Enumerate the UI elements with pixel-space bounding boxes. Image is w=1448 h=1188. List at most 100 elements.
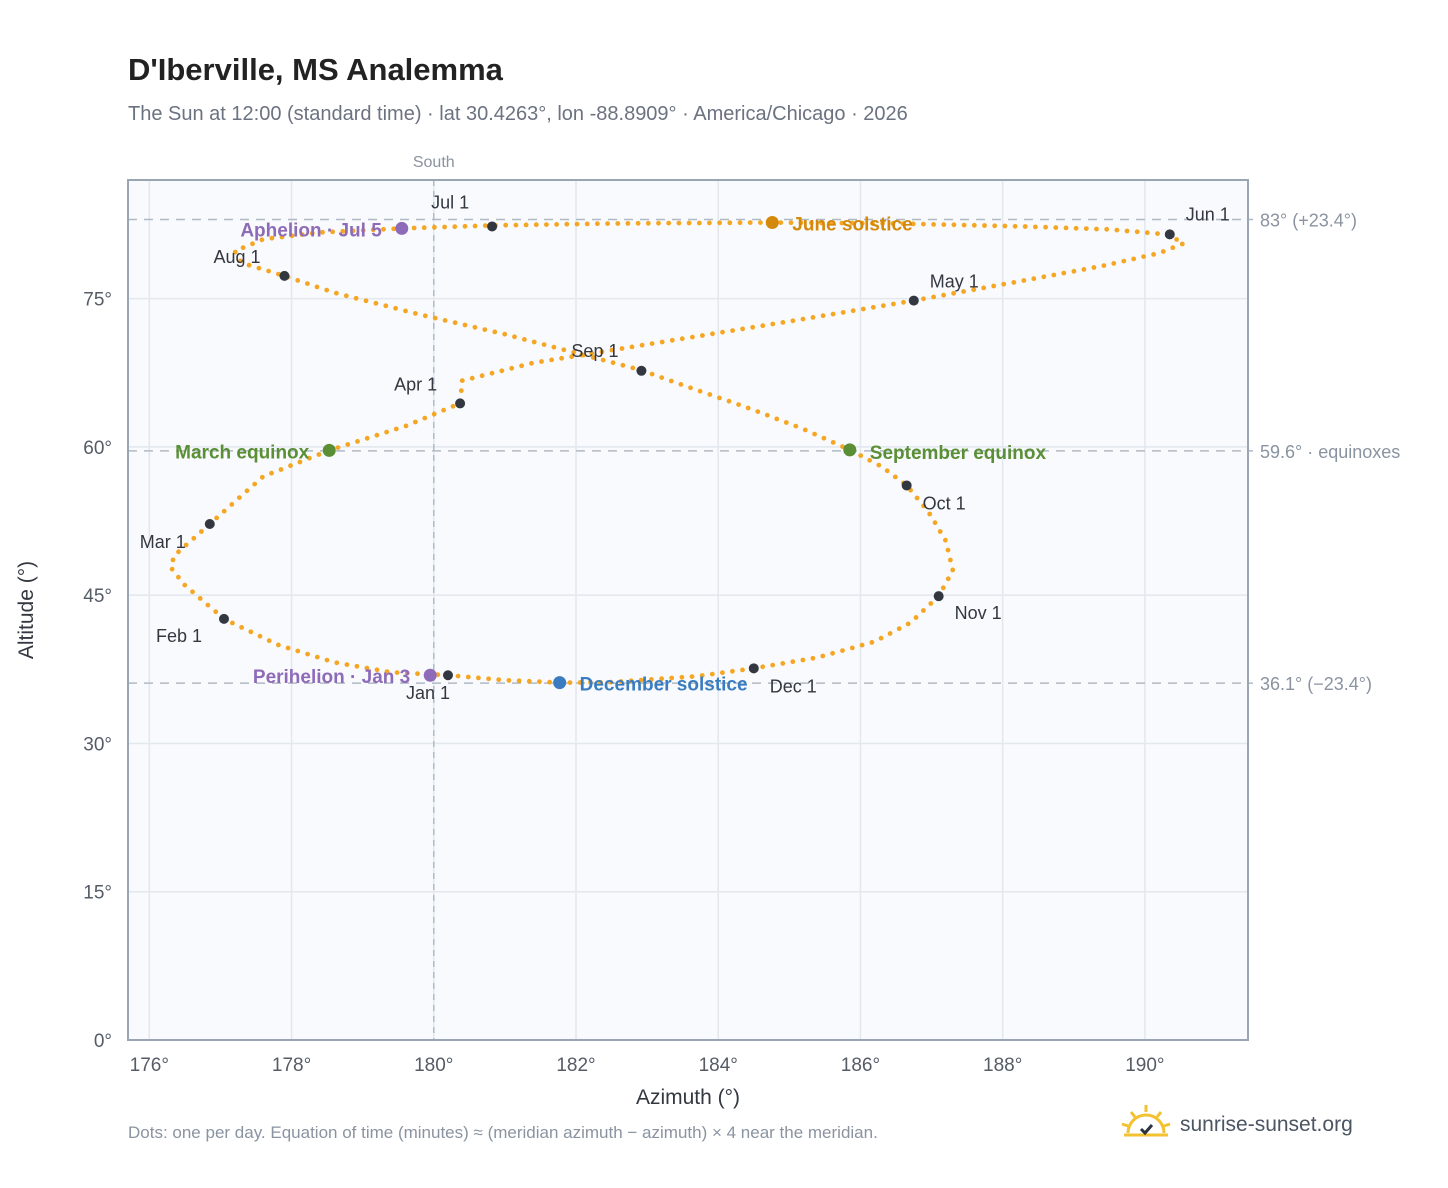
day-dot: [709, 671, 715, 677]
plot-frame: [127, 179, 1249, 1041]
day-dot: [455, 673, 461, 679]
day-dot: [948, 557, 953, 563]
day-dot: [630, 365, 636, 371]
event-marker: [553, 676, 567, 690]
day-dot: [472, 223, 478, 229]
day-dot: [269, 235, 275, 241]
day-dot: [205, 602, 211, 608]
day-dot: [564, 221, 570, 227]
day-dot: [666, 220, 672, 226]
day-dot: [921, 296, 926, 302]
day-dot: [381, 226, 386, 232]
day-dot: [452, 320, 458, 326]
day-dot: [256, 265, 262, 271]
day-dot: [295, 648, 301, 654]
day-dot: [509, 365, 515, 371]
day-dot: [499, 368, 505, 374]
day-dot: [516, 678, 522, 684]
day-dot: [921, 221, 926, 227]
day-dot: [1141, 254, 1146, 259]
day-dot: [252, 481, 258, 487]
day-dot: [334, 660, 340, 666]
x-tick-label: 184°: [699, 1055, 738, 1076]
day-dot: [238, 258, 243, 264]
day-dot: [1073, 225, 1079, 231]
day-dot: [384, 429, 389, 435]
day-dot: [1041, 274, 1047, 280]
brand-logo[interactable]: sunrise-sunset.org: [1120, 1100, 1353, 1150]
day-dot: [330, 229, 335, 235]
day-dot: [588, 680, 593, 685]
day-dot: [669, 337, 675, 343]
day-dot: [589, 351, 595, 356]
day-dot: [649, 677, 654, 682]
day-dot: [740, 667, 745, 673]
day-dot: [950, 567, 956, 573]
day-dot: [544, 222, 549, 228]
day-dot: [699, 673, 705, 678]
day-dot: [810, 315, 816, 320]
day-dot: [314, 654, 320, 660]
month-label: Jun 1: [1186, 204, 1230, 224]
day-dot: [931, 222, 936, 227]
day-dot: [595, 221, 600, 227]
day-dot: [1160, 249, 1166, 254]
event-marker: [843, 443, 857, 457]
y-tick-label: 0°: [94, 1031, 112, 1052]
day-dot: [696, 220, 702, 226]
day-dot: [364, 665, 370, 671]
day-dot: [727, 220, 733, 226]
day-dot: [503, 222, 509, 228]
day-dot: [605, 221, 610, 227]
day-dot: [214, 515, 220, 521]
day-dot: [830, 311, 836, 317]
day-dot: [625, 221, 631, 226]
day-dot: [561, 347, 567, 353]
day-dot: [870, 304, 876, 310]
day-dot: [707, 220, 712, 226]
y-tick-label: 45°: [83, 586, 112, 607]
day-dot: [927, 511, 933, 517]
day-dot: [656, 220, 661, 226]
day-dot: [383, 303, 389, 309]
day-dot: [197, 596, 203, 601]
day-dot: [1053, 225, 1059, 231]
day-dot: [1124, 228, 1130, 234]
month-label: Dec 1: [770, 676, 817, 696]
month-label: Jan 1: [406, 683, 450, 703]
day-dot: [289, 233, 295, 239]
event-label: March equinox: [175, 442, 310, 463]
day-dot: [324, 657, 330, 663]
event-label: December solstice: [580, 675, 748, 696]
day-dot: [450, 403, 456, 409]
day-dot: [913, 615, 919, 620]
day-dot: [1081, 267, 1087, 272]
day-dot: [1114, 227, 1120, 233]
x-tick-label: 176°: [130, 1055, 169, 1076]
day-dot: [394, 670, 400, 675]
month-label: Apr 1: [394, 374, 437, 394]
day-dot: [393, 305, 398, 311]
day-dot: [432, 224, 437, 230]
day-dot: [901, 299, 906, 305]
day-dot: [364, 435, 370, 441]
day-dot: [730, 668, 735, 674]
day-dot: [537, 679, 542, 685]
day-dot: [452, 224, 458, 230]
day-dot: [559, 355, 564, 361]
day-dot: [309, 230, 315, 236]
month-marker: [487, 221, 498, 232]
day-dot: [469, 375, 475, 381]
day-dot: [880, 221, 885, 226]
day-dot: [324, 287, 330, 293]
day-dot: [619, 346, 625, 351]
day-dot: [760, 664, 766, 670]
day-dot: [878, 635, 884, 641]
day-dot: [1071, 268, 1077, 274]
day-dot: [726, 398, 732, 404]
day-dot: [579, 352, 585, 358]
day-dot: [519, 363, 524, 369]
day-dot: [905, 621, 911, 627]
day-dot: [320, 229, 325, 235]
day-dot: [297, 459, 303, 465]
